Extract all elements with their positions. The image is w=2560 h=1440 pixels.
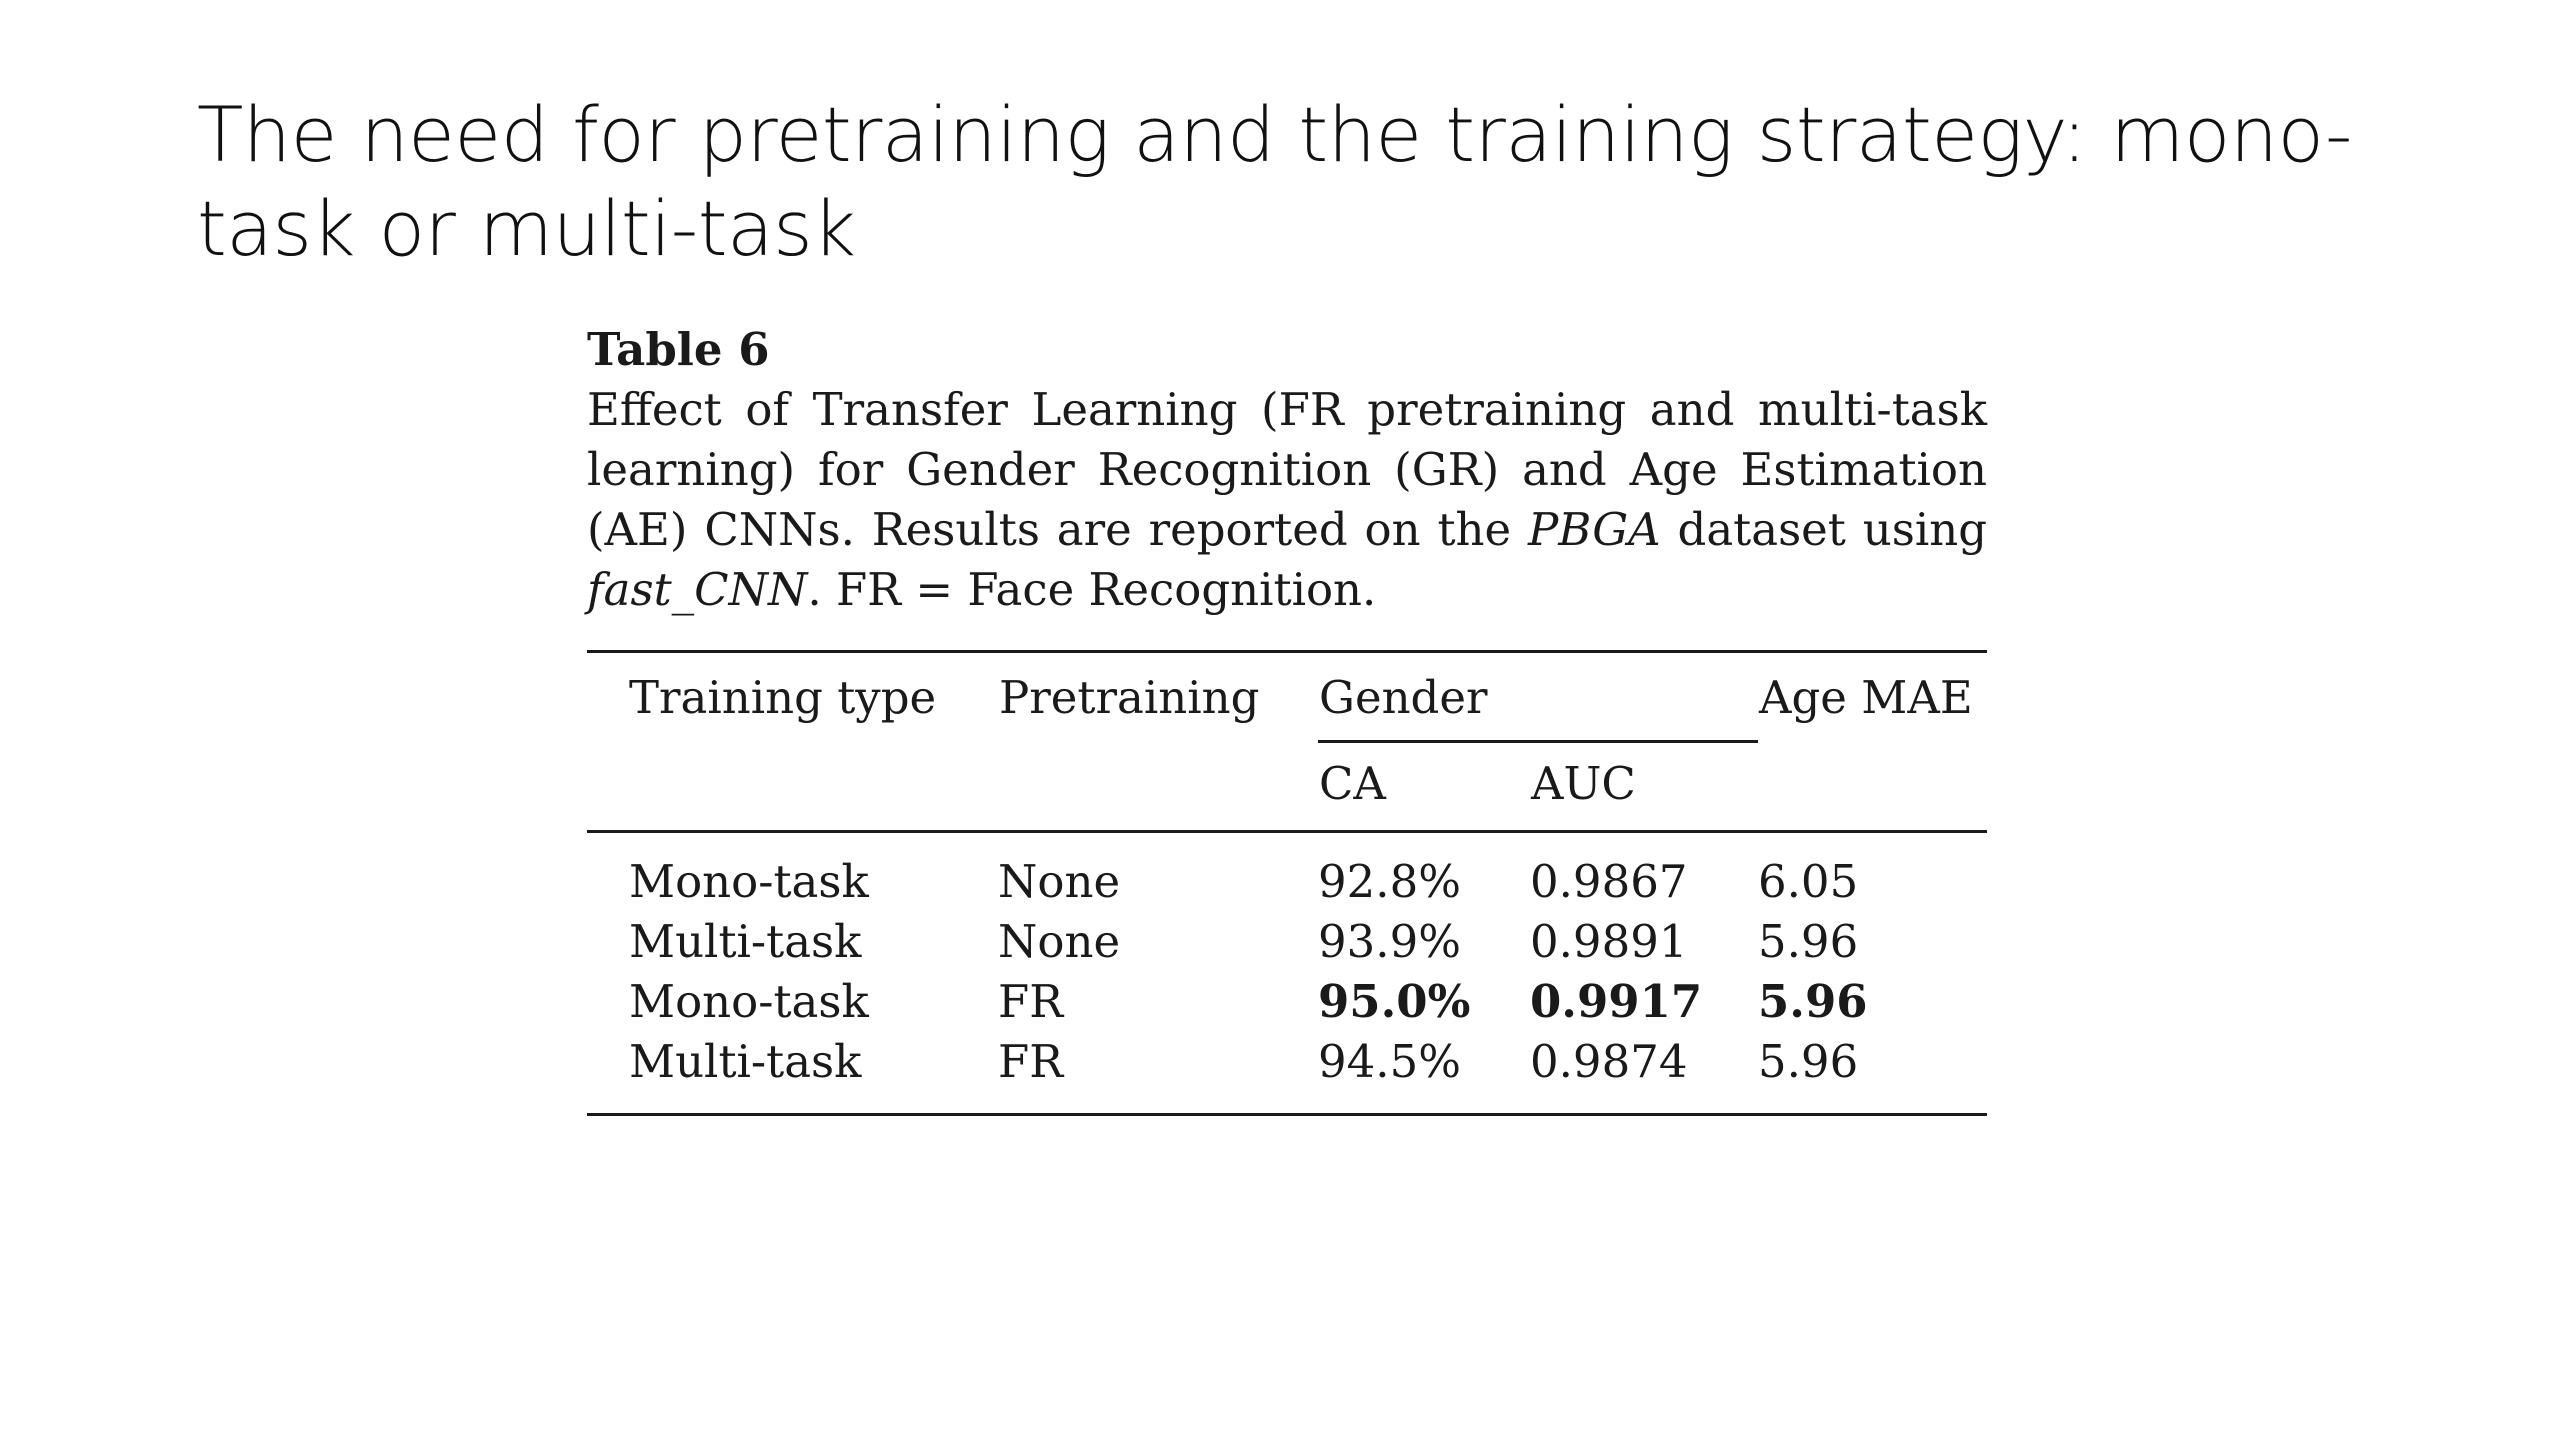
- cell-age-mae-best: 5.96: [1758, 974, 1868, 1028]
- caption-model: fast_CNN: [587, 563, 808, 616]
- header-spacer: [587, 741, 998, 833]
- cell-auc-best: 0.9917: [1530, 974, 1703, 1028]
- header-training-type: Training type: [629, 671, 937, 724]
- caption-text-3: . FR = Face Recognition.: [807, 563, 1377, 616]
- cell-training-type: Mono-task: [629, 974, 869, 1028]
- header-gender: Gender: [1318, 651, 1758, 743]
- caption-text-2: dataset using: [1660, 503, 1988, 556]
- cell-ca: 92.8%: [1318, 854, 1461, 908]
- cell-auc: 0.9891: [1530, 914, 1688, 968]
- cell-training-type: Multi-task: [629, 914, 862, 968]
- header-age-mae: Age MAE: [1759, 671, 1973, 724]
- table-row: Multi-task None 93.9% 0.9891 5.96: [587, 911, 1987, 971]
- results-table: Training type Pretraining Gender Age MAE…: [587, 650, 1987, 1116]
- cell-pretraining: None: [998, 914, 1121, 968]
- cell-pretraining: None: [998, 854, 1121, 908]
- cell-age-mae: 5.96: [1758, 1034, 1859, 1088]
- cell-ca: 94.5%: [1318, 1034, 1461, 1088]
- cell-pretraining: FR: [998, 974, 1064, 1028]
- table-figure: Table 6 Effect of Transfer Learning (FR …: [587, 320, 1987, 1116]
- caption-text-1: Effect of Transfer Learning (FR pretrain…: [587, 383, 1987, 556]
- slide-title: The need for pretraining and the trainin…: [197, 90, 2352, 273]
- table-caption: Effect of Transfer Learning (FR pretrain…: [587, 380, 1987, 620]
- cell-training-type: Multi-task: [629, 1034, 862, 1088]
- caption-dataset: PBGA: [1528, 503, 1661, 556]
- cell-ca-best: 95.0%: [1318, 974, 1471, 1028]
- header-pretraining: Pretraining: [999, 671, 1260, 724]
- cell-age-mae: 6.05: [1758, 854, 1859, 908]
- cell-auc: 0.9867: [1530, 854, 1688, 908]
- header-ca: CA: [1318, 741, 1530, 833]
- table-row: Multi-task FR 94.5% 0.9874 5.96: [587, 1031, 1987, 1115]
- header-spacer: [1758, 741, 1987, 833]
- table-row: Mono-task None 92.8% 0.9867 6.05: [587, 832, 1987, 912]
- cell-ca: 93.9%: [1318, 914, 1461, 968]
- header-spacer: [998, 741, 1318, 833]
- table-row-best: Mono-task FR 95.0% 0.9917 5.96: [587, 971, 1987, 1031]
- cell-age-mae: 5.96: [1758, 914, 1859, 968]
- cell-auc: 0.9874: [1530, 1034, 1688, 1088]
- cell-pretraining: FR: [998, 1034, 1064, 1088]
- table-label: Table 6: [587, 323, 770, 376]
- header-auc: AUC: [1530, 741, 1758, 833]
- cell-training-type: Mono-task: [629, 854, 869, 908]
